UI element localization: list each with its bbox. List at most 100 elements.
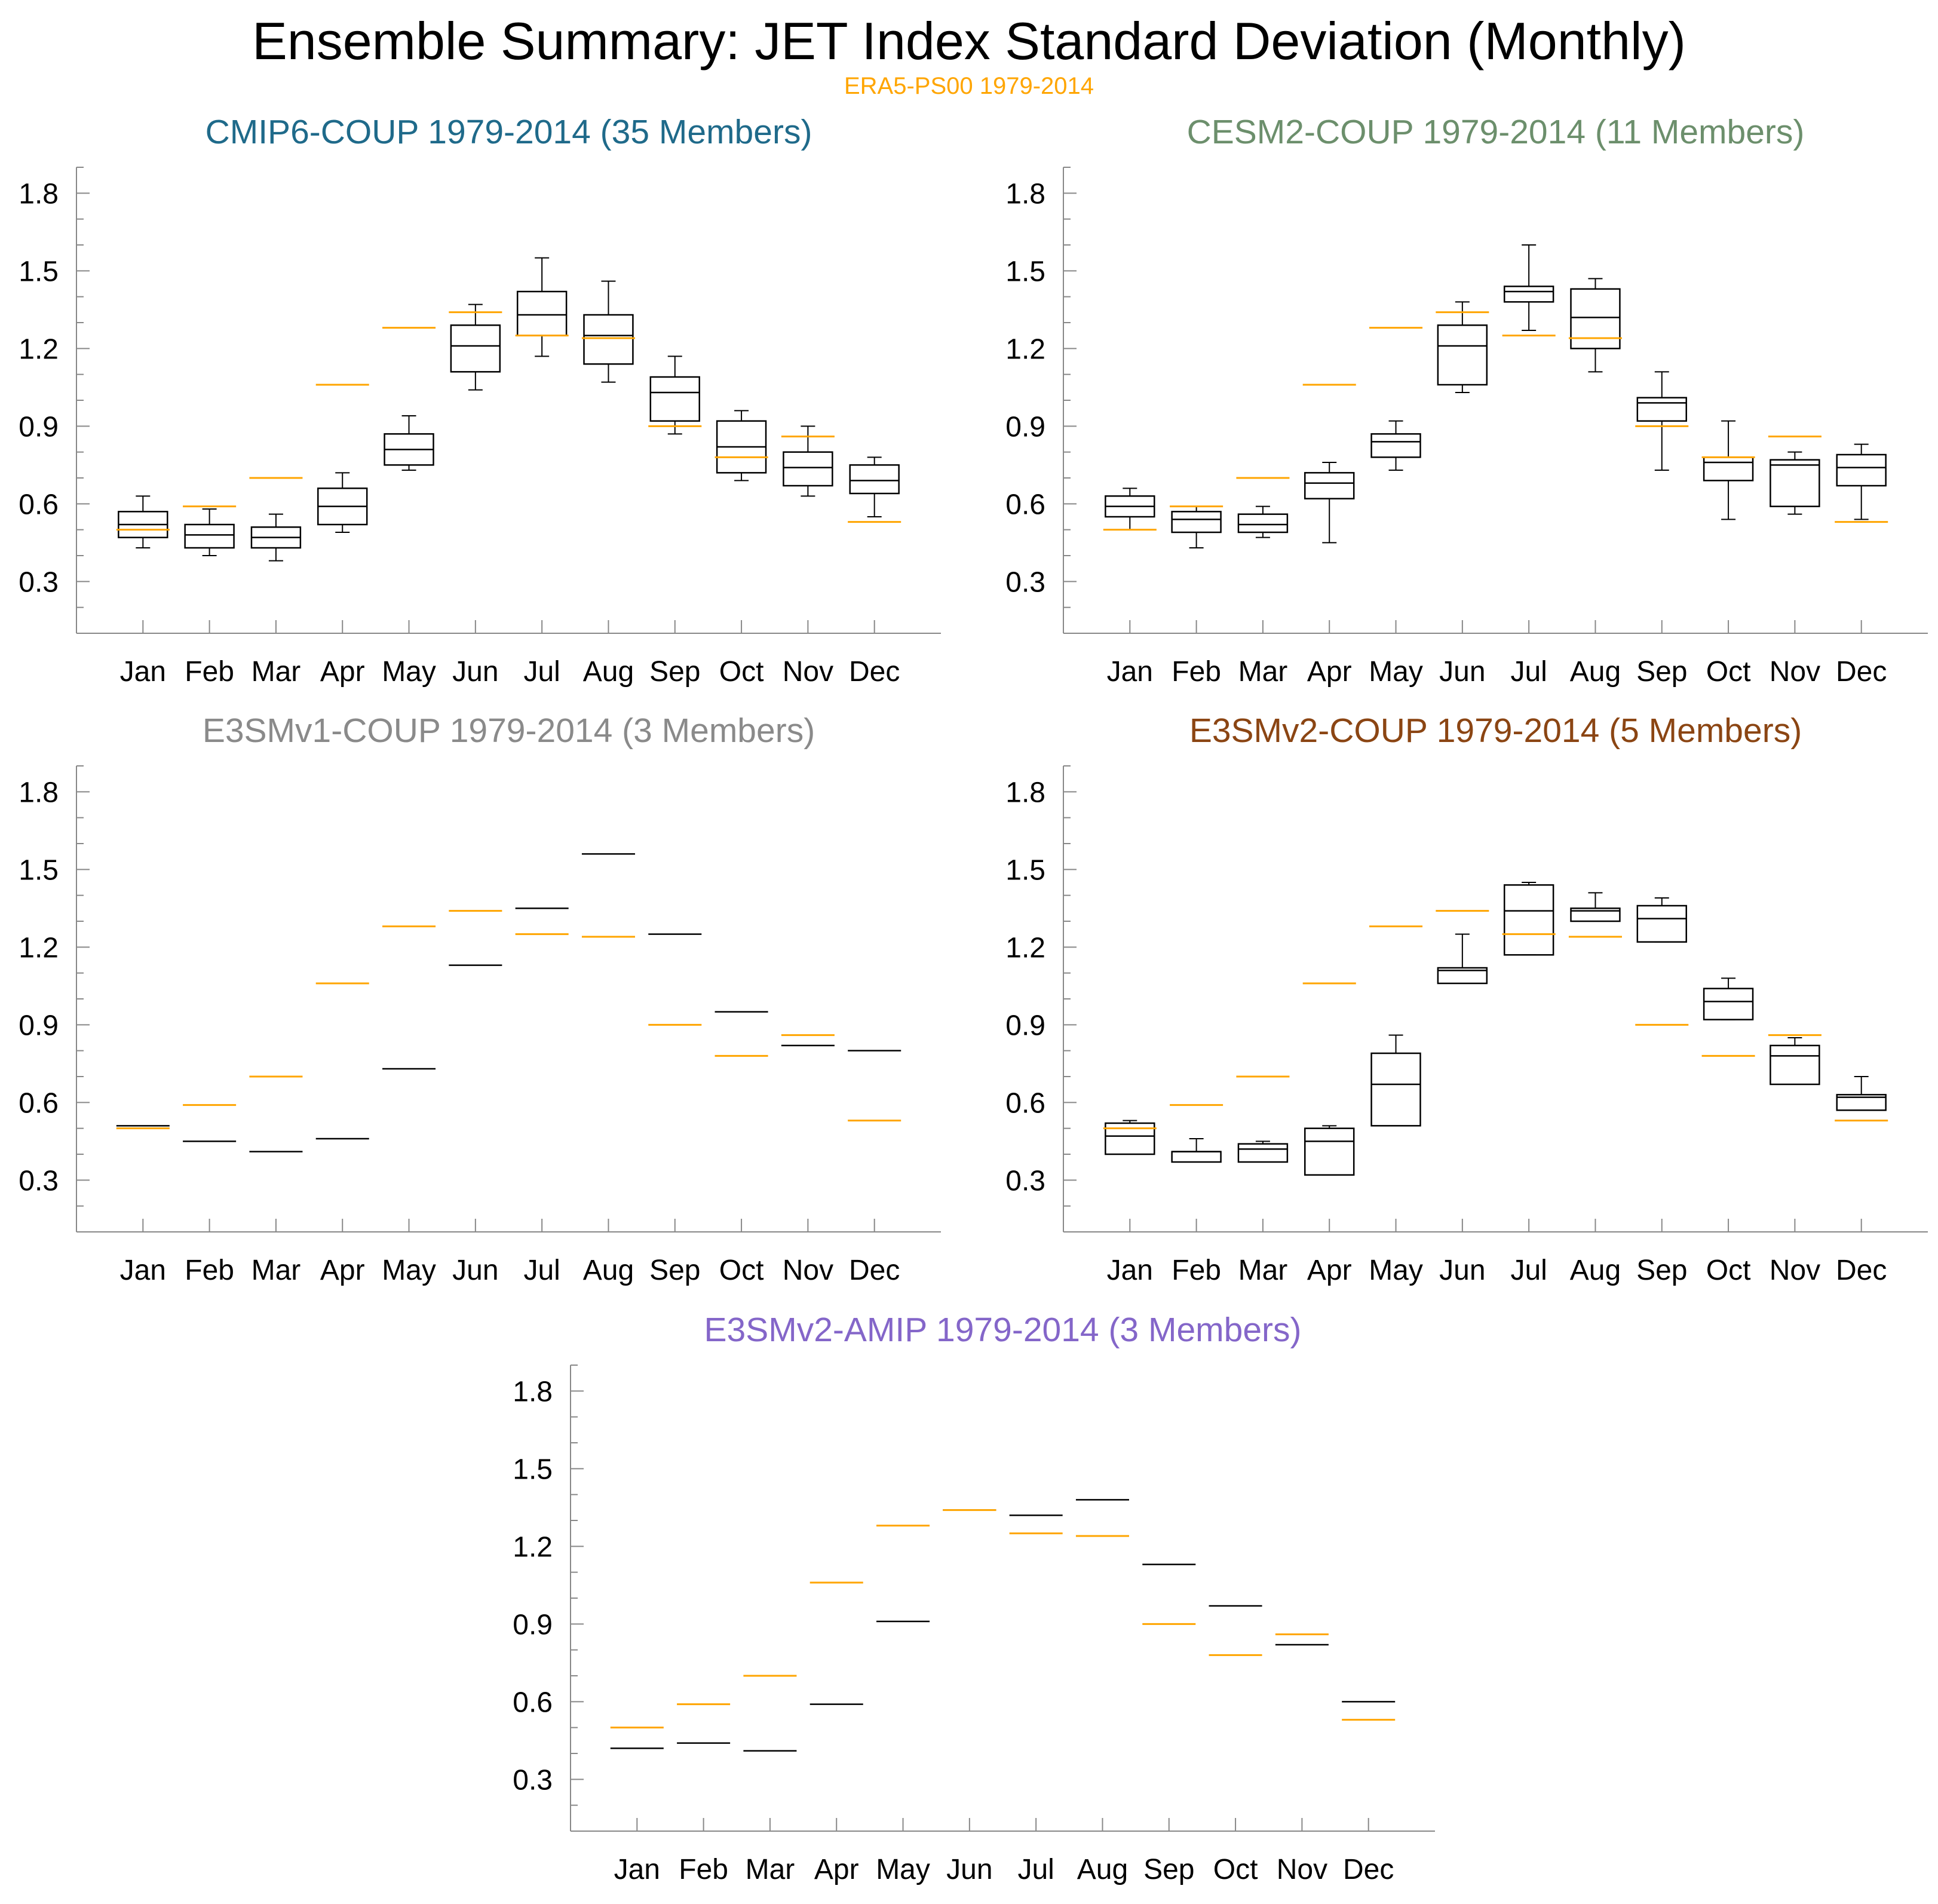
box-iqr (783, 451, 833, 487)
x-tick-label: Sep (649, 656, 700, 688)
box-iqr (184, 523, 235, 549)
box-iqr (1636, 397, 1687, 422)
box-iqr (1503, 884, 1554, 956)
x-tick-label: Nov (1770, 1255, 1820, 1286)
y-tick-label: 0.3 (19, 1165, 59, 1197)
y-tick-label: 1.8 (19, 777, 59, 808)
y-tick-label: 0.6 (19, 1087, 59, 1119)
box-iqr (1437, 324, 1488, 386)
x-tick-label: Jan (120, 1255, 166, 1286)
x-tick-label: Sep (1636, 1255, 1687, 1286)
x-tick-label: Feb (1172, 656, 1221, 688)
x-tick-label: Apr (320, 1255, 365, 1286)
y-tick-label: 0.3 (19, 566, 59, 598)
x-tick-label: Sep (649, 1255, 700, 1286)
box-iqr (1437, 967, 1488, 985)
panel-title: E3SMv2-COUP 1979-2014 (5 Members) (1189, 712, 1802, 750)
x-tick-label: Nov (783, 656, 833, 688)
box-iqr (450, 324, 501, 373)
box-iqr (1703, 988, 1754, 1020)
x-tick-label: Dec (1836, 1255, 1887, 1286)
x-tick-label: Jan (614, 1854, 660, 1885)
x-tick-label: Jun (452, 1255, 498, 1286)
x-tick-label: Mar (1238, 656, 1288, 688)
y-tick-label: 0.9 (1005, 411, 1045, 443)
x-tick-label: Aug (1570, 1255, 1621, 1286)
y-tick-label: 1.5 (1005, 854, 1045, 886)
y-tick-label: 0.6 (513, 1687, 553, 1718)
x-tick-label: Aug (583, 1255, 634, 1286)
panel-title: CMIP6-COUP 1979-2014 (35 Members) (206, 113, 812, 151)
box-iqr (1304, 472, 1355, 499)
x-tick-label: Jul (523, 1255, 560, 1286)
box-iqr (849, 464, 900, 495)
x-tick-label: Apr (814, 1854, 859, 1885)
y-tick-label: 1.2 (1005, 932, 1045, 964)
chart-panel-4: E3SMv2-COUP 1979-2014 (5 Members) 0.3 0.6 0… (1005, 712, 1928, 1286)
chart-panel-5: E3SMv2-AMIP 1979-2014 (3 Members) 0.3 0.6 0… (513, 1311, 1435, 1885)
y-tick-label: 1.2 (513, 1531, 553, 1563)
box-iqr (1503, 286, 1554, 303)
x-tick-label: Jul (1510, 656, 1547, 688)
x-tick-label: Jul (523, 656, 560, 688)
y-tick-label: 1.5 (513, 1454, 553, 1485)
box-iqr (1370, 1052, 1421, 1127)
y-tick-label: 1.5 (1005, 256, 1045, 287)
x-tick-label: Oct (719, 1255, 764, 1286)
box-iqr (516, 290, 568, 336)
x-tick-label: Mar (1238, 1255, 1288, 1286)
x-tick-label: Aug (1077, 1854, 1128, 1885)
x-tick-label: May (1369, 1255, 1423, 1286)
box-iqr (1836, 1094, 1887, 1111)
x-tick-label: Jul (1510, 1255, 1547, 1286)
x-tick-label: Nov (1770, 656, 1820, 688)
reference-subtitle: ERA5-PS00 1979-2014 (844, 73, 1094, 99)
y-tick-label: 1.5 (19, 854, 59, 886)
x-tick-label: Nov (1277, 1854, 1327, 1885)
box-iqr (1836, 453, 1887, 487)
y-tick-label: 0.3 (1005, 1165, 1045, 1197)
box-iqr (1636, 905, 1687, 943)
x-tick-label: Feb (185, 1255, 234, 1286)
x-tick-label: Apr (1307, 656, 1352, 688)
page-title: Ensemble Summary: JET Index Standard Dev… (252, 11, 1686, 70)
y-tick-label: 0.6 (1005, 1087, 1045, 1119)
panel-title: CESM2-COUP 1979-2014 (11 Members) (1187, 113, 1805, 151)
x-tick-label: Sep (1143, 1854, 1194, 1885)
x-tick-label: Feb (185, 656, 234, 688)
x-tick-label: Jun (452, 656, 498, 688)
x-tick-label: Sep (1636, 656, 1687, 688)
box-iqr (1237, 513, 1289, 534)
y-tick-label: 0.9 (19, 1010, 59, 1041)
x-tick-label: Apr (1307, 1255, 1352, 1286)
y-tick-label: 1.8 (1005, 178, 1045, 210)
x-tick-label: Oct (1213, 1854, 1258, 1885)
box-iqr (1570, 288, 1621, 349)
box-iqr (1171, 511, 1222, 534)
x-tick-label: Jun (1439, 1255, 1485, 1286)
y-tick-label: 0.3 (1005, 566, 1045, 598)
panel-title: E3SMv2-AMIP 1979-2014 (3 Members) (704, 1311, 1301, 1349)
y-tick-label: 1.2 (1005, 333, 1045, 365)
x-tick-label: Mar (252, 656, 301, 688)
x-tick-label: Mar (746, 1854, 795, 1885)
x-tick-label: Jan (1107, 1255, 1153, 1286)
x-tick-label: Jan (120, 656, 166, 688)
chart-panel-3: E3SMv1-COUP 1979-2014 (3 Members) 0.3 0.6 0… (19, 712, 941, 1286)
x-tick-label: Dec (1343, 1854, 1394, 1885)
x-tick-label: May (382, 656, 436, 688)
box-iqr (1770, 1044, 1820, 1086)
box-iqr (1770, 459, 1820, 507)
x-tick-label: Mar (252, 1255, 301, 1286)
y-tick-label: 0.9 (1005, 1010, 1045, 1041)
y-tick-label: 1.2 (19, 932, 59, 964)
x-tick-label: May (876, 1854, 930, 1885)
box-iqr (649, 376, 700, 422)
chart-panel-1: CMIP6-COUP 1979-2014 (35 Members) 0.3 0.6 0… (19, 113, 941, 688)
x-tick-label: Dec (849, 656, 900, 688)
box-iqr (1304, 1127, 1355, 1176)
x-tick-label: Feb (679, 1854, 728, 1885)
x-tick-label: Dec (849, 1255, 900, 1286)
x-tick-label: Aug (1570, 656, 1621, 688)
x-tick-label: Jul (1017, 1854, 1054, 1885)
